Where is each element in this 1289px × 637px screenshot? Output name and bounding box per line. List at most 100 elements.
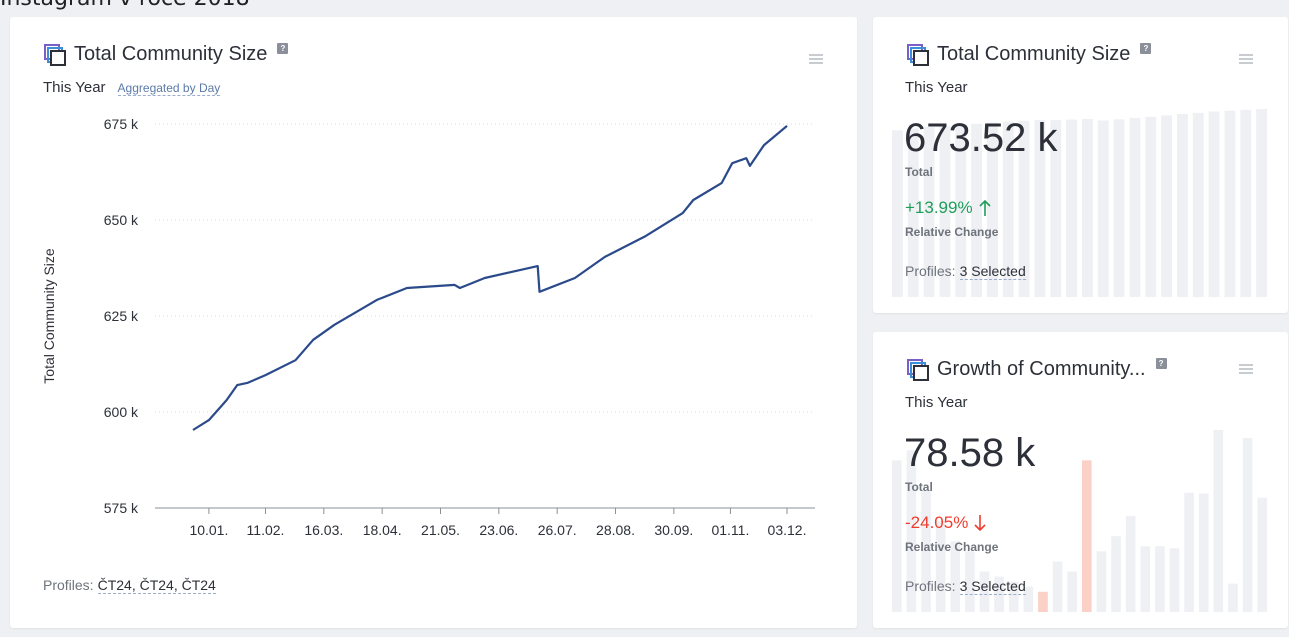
arrow-up (979, 199, 991, 216)
spark-bar (1052, 561, 1063, 612)
period: This Year Aggregated by Day (43, 79, 221, 96)
card-header: Growth of Community... ? (907, 358, 1167, 381)
sparkbars (892, 430, 1267, 612)
spark-bar (1228, 583, 1238, 612)
card-header: Total Community Size ? (44, 43, 289, 66)
change-value: +13.99% (905, 198, 973, 217)
change: -24.05% (905, 513, 986, 533)
x-tick-label: 26.07. (538, 522, 577, 538)
spark-bar (1224, 110, 1236, 297)
spark-bar (1034, 120, 1046, 297)
spark-bar (1050, 120, 1062, 297)
spark-bar (1213, 430, 1224, 612)
profiles: Profiles: ČT24, ČT24, ČT24 (43, 577, 216, 594)
kpi-card: Total Community Size ? This Year 673.52 … (873, 17, 1288, 313)
spark-bar (979, 571, 990, 612)
x-tick-label: 23.06. (479, 522, 518, 538)
y-tick-label: 625 k (104, 308, 139, 324)
y-axis-title: Total Community Size (41, 248, 57, 384)
arrow-down (974, 515, 986, 532)
kpi-value: 78.58 k (904, 431, 1036, 475)
page-title: Instagram v roce 2018 (0, 0, 250, 11)
spark-bar (950, 541, 961, 612)
spark-bar (1008, 581, 1019, 612)
card-title: Total Community Size (74, 43, 268, 65)
spark-bar (1097, 120, 1109, 298)
change-value: -24.05% (905, 513, 969, 532)
menu-icon[interactable] (1239, 54, 1253, 64)
spark-bar (1155, 546, 1165, 612)
change-label: Relative Change (905, 225, 999, 239)
spark-bar (1177, 114, 1188, 297)
widget-icon (907, 43, 929, 66)
help-icon[interactable]: ? (277, 43, 289, 54)
spark-bar (1256, 109, 1267, 297)
y-tick-label: 650 k (104, 212, 139, 228)
spark-bar (1240, 109, 1252, 297)
change: +13.99% (905, 198, 991, 218)
card-header: Total Community Size ? (907, 43, 1152, 66)
spark-bar (1198, 493, 1209, 612)
profiles-label: Profiles: (905, 578, 956, 594)
spark-bar (1002, 121, 1014, 297)
x-tick-label: 01.11. (711, 522, 749, 538)
profiles-value[interactable]: ČT24, ČT24, ČT24 (97, 577, 216, 594)
spark-bar (939, 126, 951, 298)
y-tick-label: 575 k (104, 500, 139, 516)
help-icon[interactable]: ? (1140, 43, 1152, 54)
spark-bar (1111, 536, 1121, 612)
spark-bar (1125, 515, 1136, 612)
spark-bar (1066, 119, 1077, 297)
spark-bar (921, 490, 931, 612)
kpi-value: 673.52 k (904, 116, 1058, 160)
profiles-label: Profiles: (43, 577, 94, 593)
spark-bar (987, 122, 998, 298)
widget-icon (907, 358, 929, 381)
aggregation[interactable]: Aggregated by Day (117, 81, 221, 96)
menu-icon[interactable] (1239, 364, 1253, 374)
spark-bar (955, 125, 967, 297)
period: This Year (905, 79, 968, 96)
spark-bar (1257, 497, 1267, 612)
spark-bar (923, 127, 935, 297)
menu-icon[interactable] (809, 54, 823, 64)
chart-card: Total Community Size ? This Year Aggregat… (10, 17, 857, 628)
sparkbars (892, 109, 1267, 298)
spark-bar (935, 521, 946, 612)
spark-bar (1082, 119, 1093, 298)
profiles: Profiles: 3 Selected (905, 263, 1026, 280)
profiles-value[interactable]: 3 Selected (959, 578, 1026, 595)
line (192, 125, 788, 431)
spark-bar (971, 123, 982, 297)
spark-bar (1208, 111, 1220, 297)
spark-bar (1140, 546, 1151, 612)
spark-bar (1023, 586, 1034, 612)
spark-bar (1082, 460, 1092, 612)
spark-bar (1096, 551, 1107, 612)
spark-bar (1145, 116, 1157, 298)
spark-bar (907, 128, 919, 297)
spark-bar (892, 130, 903, 297)
spark-bar (1169, 548, 1180, 612)
y-tick-label: 600 k (104, 404, 139, 420)
spark-bar (965, 551, 975, 612)
profiles-value[interactable]: 3 Selected (959, 263, 1026, 280)
x-tick-label: 30.09. (654, 522, 693, 538)
change-label: Relative Change (905, 540, 999, 554)
widget-icon (44, 43, 66, 66)
card-title: Growth of Community... (937, 358, 1146, 380)
card-title: Total Community Size (937, 43, 1131, 65)
spark-bar (1113, 119, 1125, 297)
spark-bar (1192, 112, 1204, 297)
help-icon[interactable]: ? (1155, 358, 1167, 369)
spark-bar (892, 460, 902, 612)
kpi-card: Growth of Community... ? This Year 78.58… (873, 332, 1288, 628)
profiles-label: Profiles: (905, 263, 956, 279)
spark-bar (994, 576, 1004, 612)
period-label: This Year (43, 79, 106, 96)
y-tick-label: 675 k (104, 116, 139, 132)
x-tick-label: 10.01. (189, 522, 228, 538)
spark-bar (1018, 120, 1030, 297)
x-tick-label: 21.05. (421, 522, 460, 538)
